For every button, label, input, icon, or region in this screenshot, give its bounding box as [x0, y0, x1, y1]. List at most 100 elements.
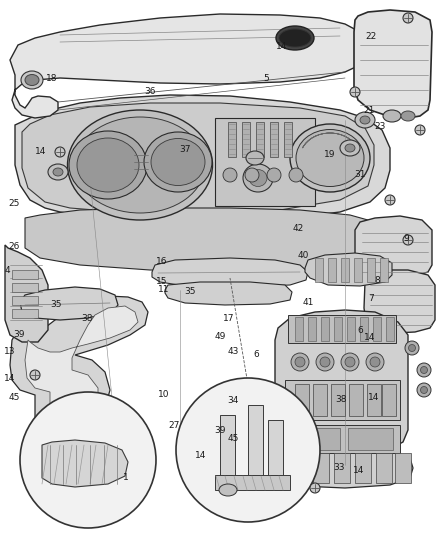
Text: 6: 6	[253, 350, 259, 359]
Text: 14: 14	[35, 148, 46, 156]
Bar	[268, 420, 283, 480]
Ellipse shape	[320, 357, 330, 367]
Text: 14: 14	[4, 374, 16, 383]
Text: 14: 14	[368, 393, 379, 401]
Text: 39: 39	[13, 330, 25, 339]
Polygon shape	[20, 287, 118, 320]
Bar	[215, 475, 290, 490]
Bar	[334, 453, 350, 483]
Ellipse shape	[77, 138, 139, 192]
Ellipse shape	[289, 168, 303, 182]
Ellipse shape	[345, 144, 355, 152]
Ellipse shape	[53, 168, 63, 176]
Text: 43: 43	[228, 348, 239, 356]
Polygon shape	[10, 14, 368, 118]
Circle shape	[176, 378, 320, 522]
Text: 34: 34	[228, 397, 239, 405]
Ellipse shape	[370, 357, 380, 367]
Text: 9: 9	[403, 234, 409, 243]
Polygon shape	[275, 310, 408, 455]
Ellipse shape	[75, 117, 205, 213]
Bar	[270, 122, 278, 157]
Ellipse shape	[296, 130, 364, 187]
Polygon shape	[5, 245, 48, 342]
Ellipse shape	[279, 29, 311, 47]
Text: 33: 33	[333, 464, 344, 472]
Text: 45: 45	[228, 434, 239, 442]
Bar	[228, 122, 236, 157]
Text: 8: 8	[374, 277, 380, 285]
Polygon shape	[25, 208, 380, 272]
Text: 4: 4	[4, 266, 10, 275]
Bar	[12, 283, 38, 292]
Bar	[315, 258, 323, 282]
Text: 13: 13	[4, 348, 16, 356]
Ellipse shape	[291, 353, 309, 371]
Polygon shape	[278, 448, 413, 488]
Bar	[395, 453, 411, 483]
Bar	[349, 384, 363, 416]
Text: 18: 18	[46, 75, 57, 83]
Text: 49: 49	[215, 333, 226, 341]
Bar	[347, 317, 355, 341]
Ellipse shape	[48, 164, 68, 180]
Ellipse shape	[290, 124, 370, 192]
Text: 7: 7	[368, 294, 374, 303]
Polygon shape	[305, 253, 392, 286]
Bar	[386, 317, 394, 341]
Bar	[285, 425, 400, 453]
Bar	[334, 317, 342, 341]
Bar	[360, 317, 368, 341]
Ellipse shape	[219, 484, 237, 496]
Ellipse shape	[345, 357, 355, 367]
Bar	[355, 453, 371, 483]
Ellipse shape	[340, 140, 360, 156]
Ellipse shape	[366, 353, 384, 371]
Text: 38: 38	[335, 395, 346, 404]
Ellipse shape	[316, 353, 334, 371]
Bar	[288, 315, 396, 343]
Bar	[328, 258, 336, 282]
Text: 40: 40	[298, 252, 309, 260]
Ellipse shape	[295, 357, 305, 367]
Ellipse shape	[144, 132, 212, 192]
Text: 27: 27	[169, 421, 180, 430]
Text: 41: 41	[302, 298, 314, 306]
Polygon shape	[355, 216, 432, 278]
Bar	[373, 317, 381, 341]
Text: 19: 19	[324, 150, 336, 159]
Ellipse shape	[21, 71, 43, 89]
Bar	[248, 405, 263, 480]
Ellipse shape	[360, 116, 370, 124]
Text: 23: 23	[374, 122, 386, 131]
Text: 1: 1	[123, 473, 128, 481]
Bar	[12, 270, 38, 279]
Text: 16: 16	[155, 257, 167, 265]
Polygon shape	[354, 10, 432, 118]
Bar	[256, 122, 264, 157]
Bar	[313, 384, 327, 416]
Bar	[295, 384, 309, 416]
Ellipse shape	[67, 110, 212, 220]
Bar	[295, 317, 303, 341]
Ellipse shape	[417, 383, 431, 397]
Text: 6: 6	[357, 326, 363, 335]
Polygon shape	[42, 440, 128, 487]
Polygon shape	[10, 296, 148, 435]
Text: 38: 38	[81, 314, 92, 322]
Bar	[308, 317, 316, 341]
Text: 22: 22	[366, 32, 377, 41]
Ellipse shape	[151, 139, 205, 185]
Ellipse shape	[25, 75, 39, 85]
Polygon shape	[165, 282, 292, 305]
Circle shape	[415, 125, 425, 135]
Bar	[354, 258, 362, 282]
Ellipse shape	[420, 367, 427, 374]
Polygon shape	[364, 270, 435, 333]
Bar	[290, 428, 340, 450]
Text: 36: 36	[145, 87, 156, 96]
Ellipse shape	[276, 26, 314, 50]
Text: 35: 35	[50, 301, 62, 309]
Polygon shape	[15, 95, 390, 220]
Ellipse shape	[341, 353, 359, 371]
